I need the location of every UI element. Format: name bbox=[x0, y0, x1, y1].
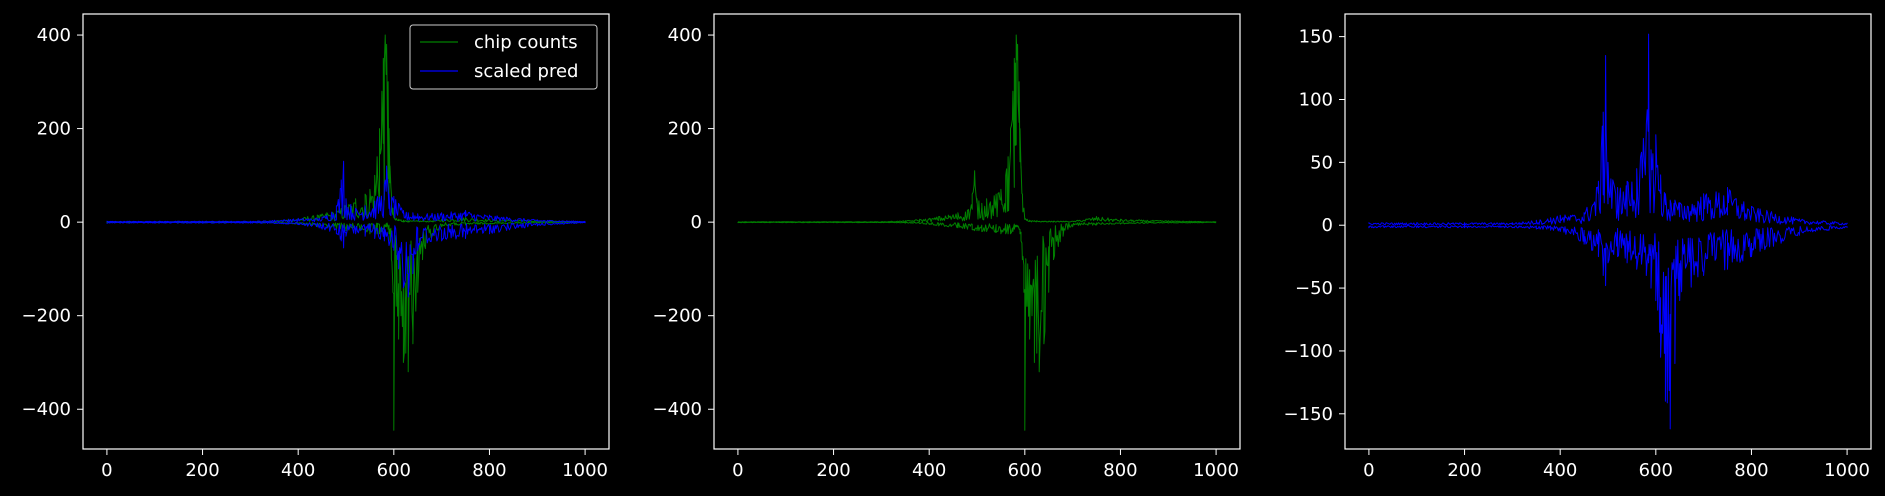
y-tick-label: −100 bbox=[1284, 341, 1333, 362]
y-tick-label: 100 bbox=[1299, 89, 1333, 110]
series-line-series-1-lower bbox=[737, 221, 1217, 431]
chart-panel-1: 0 200 400 600 800 1000 −400 −200 0 200 400 chip co… bbox=[22, 13, 610, 481]
x-tick-label: 800 bbox=[472, 460, 506, 481]
x-tick-label: 200 bbox=[816, 460, 850, 481]
x-tick-label: 400 bbox=[281, 460, 315, 481]
x-tick-label: 400 bbox=[1543, 460, 1577, 481]
y-tick-label: 400 bbox=[37, 25, 71, 46]
axes-ticks-1: 0 200 400 600 800 1000 −400 −200 0 200 400 bbox=[22, 25, 608, 481]
chart-panel-3: 0 200 400 600 800 1000 −150 −100 −50 0 50 100 150 bbox=[1284, 13, 1872, 481]
legend-label-scaled-pred: scaled pred bbox=[474, 61, 578, 82]
axes-ticks-3: 0 200 400 600 800 1000 −150 −100 −50 0 50 100 150 bbox=[1284, 27, 1870, 481]
y-tick-label: 0 bbox=[691, 212, 702, 233]
x-tick-label: 200 bbox=[1447, 460, 1481, 481]
y-tick-label: −150 bbox=[1284, 404, 1333, 425]
series-group-1 bbox=[106, 34, 586, 431]
y-tick-label: 50 bbox=[1310, 152, 1333, 173]
series-line-series-1-upper bbox=[737, 34, 1217, 223]
legend: chip counts scaled pred bbox=[409, 24, 598, 90]
plot-area-3 bbox=[1344, 13, 1872, 450]
x-tick-label: 0 bbox=[732, 460, 743, 481]
series-line-scaled-pred-upper bbox=[106, 160, 586, 223]
series-group-3 bbox=[1368, 33, 1848, 430]
plot-area-1 bbox=[82, 13, 610, 450]
y-tick-label: 150 bbox=[1299, 27, 1333, 48]
y-tick-label: −200 bbox=[22, 306, 71, 327]
y-tick-label: −400 bbox=[653, 399, 702, 420]
x-tick-label: 1000 bbox=[1193, 460, 1239, 481]
x-tick-label: 1000 bbox=[562, 460, 608, 481]
series-line-series-1-lower bbox=[1368, 225, 1848, 430]
series-group-2 bbox=[737, 34, 1217, 431]
x-tick-label: 1000 bbox=[1824, 460, 1870, 481]
x-tick-label: 200 bbox=[185, 460, 219, 481]
y-tick-label: −400 bbox=[22, 399, 71, 420]
x-tick-label: 800 bbox=[1734, 460, 1768, 481]
x-tick-label: 600 bbox=[1639, 460, 1673, 481]
y-tick-label: 400 bbox=[668, 25, 702, 46]
series-line-series-1-upper bbox=[1368, 33, 1848, 226]
x-tick-label: 600 bbox=[1008, 460, 1042, 481]
legend-box bbox=[409, 24, 598, 90]
x-tick-label: 0 bbox=[1363, 460, 1374, 481]
x-tick-label: 400 bbox=[912, 460, 946, 481]
y-tick-label: 200 bbox=[37, 119, 71, 140]
y-tick-label: 0 bbox=[1322, 215, 1333, 236]
x-tick-label: 800 bbox=[1103, 460, 1137, 481]
y-tick-label: 0 bbox=[60, 212, 71, 233]
legend-label-chip-counts: chip counts bbox=[474, 32, 578, 53]
y-tick-label: 200 bbox=[668, 119, 702, 140]
plot-area-2 bbox=[713, 13, 1241, 450]
axes-ticks-2: 0 200 400 600 800 1000 −400 −200 0 200 400 bbox=[653, 25, 1239, 481]
y-tick-label: −50 bbox=[1295, 278, 1333, 299]
x-tick-label: 0 bbox=[101, 460, 112, 481]
x-tick-label: 600 bbox=[377, 460, 411, 481]
series-line-scaled-pred-lower bbox=[106, 221, 586, 298]
chart-panel-2: 0 200 400 600 800 1000 −400 −200 0 200 400 bbox=[653, 13, 1241, 481]
y-tick-label: −200 bbox=[653, 306, 702, 327]
